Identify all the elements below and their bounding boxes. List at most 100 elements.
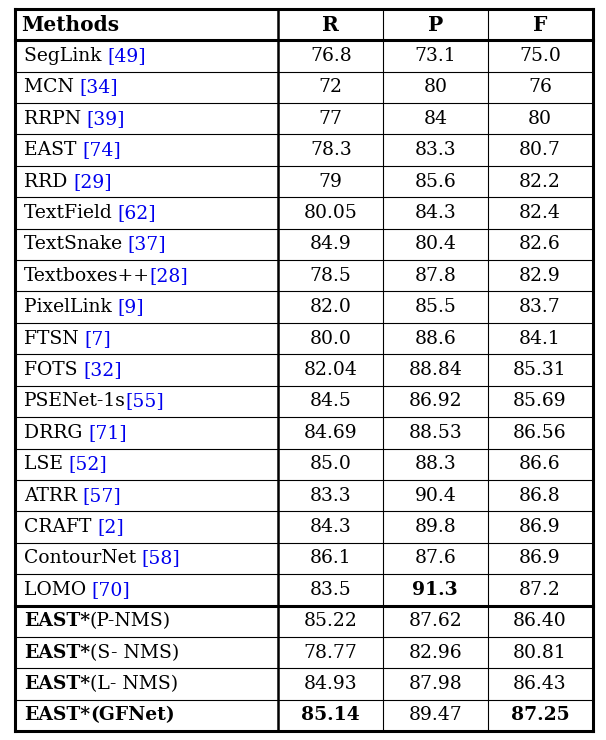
Text: [57]: [57] — [83, 487, 122, 505]
Text: [37]: [37] — [128, 235, 167, 253]
Text: 82.04: 82.04 — [304, 361, 358, 379]
Text: 86.9: 86.9 — [519, 518, 561, 536]
Text: 82.4: 82.4 — [519, 204, 561, 222]
Text: 82.6: 82.6 — [519, 235, 561, 253]
Text: 75.0: 75.0 — [519, 47, 561, 65]
Text: [70]: [70] — [92, 581, 130, 599]
Text: 85.31: 85.31 — [513, 361, 567, 379]
Text: EAST*: EAST* — [24, 644, 90, 662]
Text: (GFNet): (GFNet) — [90, 707, 175, 724]
Text: ContourNet: ContourNet — [24, 549, 142, 568]
Text: 86.43: 86.43 — [513, 675, 567, 693]
Text: 87.25: 87.25 — [510, 707, 569, 724]
Text: 78.3: 78.3 — [310, 141, 351, 159]
Text: 80.4: 80.4 — [415, 235, 456, 253]
Text: EAST*: EAST* — [24, 612, 90, 630]
Text: 77: 77 — [319, 110, 343, 128]
Text: 89.47: 89.47 — [408, 707, 462, 724]
Text: [28]: [28] — [150, 267, 188, 285]
Text: [62]: [62] — [118, 204, 156, 222]
Text: 89.8: 89.8 — [415, 518, 456, 536]
Text: 72: 72 — [319, 78, 343, 96]
Text: FOTS: FOTS — [24, 361, 83, 379]
Text: 90.4: 90.4 — [415, 487, 456, 505]
Text: 83.5: 83.5 — [310, 581, 351, 599]
Text: P: P — [428, 15, 443, 35]
Text: Textboxes++: Textboxes++ — [24, 267, 150, 285]
Text: 85.22: 85.22 — [304, 612, 358, 630]
Text: 80.0: 80.0 — [310, 329, 351, 348]
Text: [39]: [39] — [87, 110, 125, 128]
Text: R: R — [322, 15, 339, 35]
Text: 84: 84 — [424, 110, 447, 128]
Text: 87.98: 87.98 — [408, 675, 462, 693]
Text: 85.0: 85.0 — [310, 455, 351, 473]
Text: 87.6: 87.6 — [415, 549, 456, 568]
Text: RRD: RRD — [24, 172, 73, 191]
Text: [74]: [74] — [82, 141, 121, 159]
Text: 82.96: 82.96 — [408, 644, 462, 662]
Text: EAST: EAST — [24, 141, 82, 159]
Text: [55]: [55] — [125, 392, 164, 411]
Text: TextField: TextField — [24, 204, 118, 222]
Text: 84.69: 84.69 — [304, 424, 358, 442]
Text: 78.77: 78.77 — [304, 644, 358, 662]
Text: [32]: [32] — [83, 361, 122, 379]
Text: [71]: [71] — [88, 424, 127, 442]
Text: 78.5: 78.5 — [310, 267, 351, 285]
Text: RRPN: RRPN — [24, 110, 87, 128]
Text: 73.1: 73.1 — [415, 47, 456, 65]
Text: 85.5: 85.5 — [415, 298, 456, 316]
Text: Methods: Methods — [21, 15, 119, 35]
Text: 80.05: 80.05 — [304, 204, 358, 222]
Text: 80.81: 80.81 — [513, 644, 567, 662]
Text: 76: 76 — [528, 78, 551, 96]
Text: LSE: LSE — [24, 455, 68, 473]
Text: 88.3: 88.3 — [415, 455, 456, 473]
Text: 84.5: 84.5 — [310, 392, 351, 411]
Text: 87.8: 87.8 — [415, 267, 456, 285]
Text: LOMO: LOMO — [24, 581, 92, 599]
Text: 86.1: 86.1 — [310, 549, 351, 568]
Text: 79: 79 — [319, 172, 343, 191]
Text: 82.2: 82.2 — [519, 172, 561, 191]
Text: MCN: MCN — [24, 78, 79, 96]
Text: 82.9: 82.9 — [519, 267, 561, 285]
Text: 91.3: 91.3 — [413, 581, 458, 599]
Text: 88.6: 88.6 — [415, 329, 456, 348]
Text: [58]: [58] — [142, 549, 181, 568]
Text: [29]: [29] — [73, 172, 112, 191]
Text: 80: 80 — [528, 110, 552, 128]
Text: 86.9: 86.9 — [519, 549, 561, 568]
Text: 87.62: 87.62 — [408, 612, 462, 630]
Text: 84.1: 84.1 — [519, 329, 561, 348]
Text: PSENet-1s: PSENet-1s — [24, 392, 125, 411]
Text: EAST*: EAST* — [24, 675, 90, 693]
Text: 86.8: 86.8 — [519, 487, 561, 505]
Text: 85.69: 85.69 — [513, 392, 567, 411]
Text: [34]: [34] — [79, 78, 118, 96]
Text: 76.8: 76.8 — [310, 47, 351, 65]
Text: 83.7: 83.7 — [519, 298, 561, 316]
Text: 84.3: 84.3 — [415, 204, 456, 222]
Text: 84.93: 84.93 — [304, 675, 358, 693]
Text: [49]: [49] — [107, 47, 146, 65]
Text: EAST*: EAST* — [24, 707, 90, 724]
Text: 84.3: 84.3 — [310, 518, 351, 536]
Text: [7]: [7] — [84, 329, 111, 348]
Text: 84.9: 84.9 — [310, 235, 351, 253]
Text: [9]: [9] — [118, 298, 144, 316]
Text: 86.40: 86.40 — [513, 612, 567, 630]
Text: (P-NMS): (P-NMS) — [90, 612, 171, 630]
Text: TextSnake: TextSnake — [24, 235, 128, 253]
Text: 85.14: 85.14 — [301, 707, 360, 724]
Text: (S- NMS): (S- NMS) — [90, 644, 179, 662]
Text: 80.7: 80.7 — [519, 141, 561, 159]
Text: [2]: [2] — [97, 518, 124, 536]
Text: 86.6: 86.6 — [519, 455, 561, 473]
Text: [52]: [52] — [68, 455, 107, 473]
Text: SegLink: SegLink — [24, 47, 107, 65]
Text: 86.56: 86.56 — [513, 424, 567, 442]
Text: 83.3: 83.3 — [310, 487, 351, 505]
Text: FTSN: FTSN — [24, 329, 84, 348]
